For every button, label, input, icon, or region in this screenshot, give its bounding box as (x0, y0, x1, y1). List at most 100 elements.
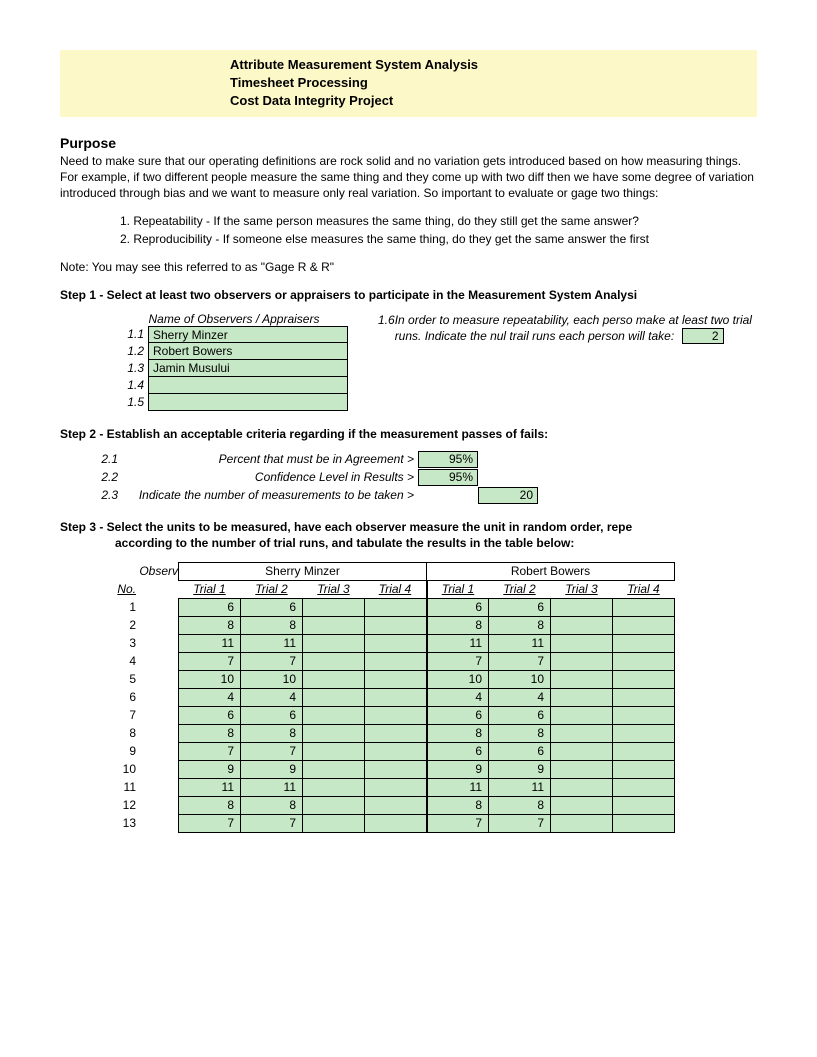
result-cell[interactable] (365, 796, 427, 814)
result-cell[interactable]: 6 (489, 706, 551, 724)
result-cell[interactable] (365, 742, 427, 760)
result-cell[interactable]: 6 (489, 598, 551, 616)
result-cell[interactable] (613, 670, 675, 688)
result-cell[interactable]: 7 (427, 652, 489, 670)
result-cell[interactable] (303, 814, 365, 832)
result-cell[interactable] (613, 706, 675, 724)
result-cell[interactable] (551, 652, 613, 670)
result-cell[interactable]: 7 (179, 814, 241, 832)
result-cell[interactable]: 11 (179, 778, 241, 796)
result-cell[interactable] (365, 778, 427, 796)
crit-1-input[interactable]: 95% (418, 451, 478, 468)
result-cell[interactable] (613, 814, 675, 832)
result-cell[interactable] (551, 670, 613, 688)
observer-name-input[interactable] (148, 394, 348, 411)
result-cell[interactable] (365, 688, 427, 706)
result-cell[interactable] (303, 760, 365, 778)
result-cell[interactable]: 6 (427, 598, 489, 616)
result-cell[interactable] (613, 652, 675, 670)
result-cell[interactable] (551, 616, 613, 634)
result-cell[interactable]: 9 (179, 760, 241, 778)
result-cell[interactable]: 8 (179, 724, 241, 742)
result-cell[interactable]: 6 (427, 706, 489, 724)
result-cell[interactable]: 8 (489, 724, 551, 742)
result-cell[interactable] (303, 742, 365, 760)
result-cell[interactable]: 6 (241, 706, 303, 724)
crit-2-input[interactable]: 95% (418, 469, 478, 486)
observer-name-input[interactable]: Jamin Musului (148, 360, 348, 377)
result-cell[interactable]: 9 (241, 760, 303, 778)
result-cell[interactable]: 10 (427, 670, 489, 688)
result-cell[interactable] (551, 778, 613, 796)
result-cell[interactable] (303, 634, 365, 652)
result-cell[interactable] (613, 778, 675, 796)
result-cell[interactable] (303, 670, 365, 688)
result-cell[interactable]: 4 (489, 688, 551, 706)
result-cell[interactable]: 7 (427, 814, 489, 832)
result-cell[interactable]: 7 (489, 814, 551, 832)
result-cell[interactable] (613, 724, 675, 742)
result-cell[interactable] (303, 778, 365, 796)
result-cell[interactable] (303, 598, 365, 616)
result-cell[interactable]: 11 (179, 634, 241, 652)
result-cell[interactable] (303, 616, 365, 634)
result-cell[interactable]: 11 (427, 778, 489, 796)
result-cell[interactable]: 8 (427, 724, 489, 742)
result-cell[interactable]: 10 (179, 670, 241, 688)
result-cell[interactable] (365, 814, 427, 832)
result-cell[interactable] (551, 706, 613, 724)
result-cell[interactable]: 11 (241, 778, 303, 796)
result-cell[interactable]: 7 (179, 652, 241, 670)
result-cell[interactable] (303, 652, 365, 670)
result-cell[interactable]: 7 (241, 652, 303, 670)
result-cell[interactable]: 8 (489, 796, 551, 814)
result-cell[interactable]: 11 (241, 634, 303, 652)
observer-name-input[interactable] (148, 377, 348, 394)
result-cell[interactable]: 8 (241, 724, 303, 742)
result-cell[interactable] (551, 796, 613, 814)
result-cell[interactable]: 6 (489, 742, 551, 760)
result-cell[interactable] (551, 724, 613, 742)
result-cell[interactable]: 8 (427, 796, 489, 814)
result-cell[interactable]: 11 (489, 778, 551, 796)
result-cell[interactable] (551, 688, 613, 706)
result-cell[interactable] (303, 688, 365, 706)
result-cell[interactable]: 8 (179, 796, 241, 814)
result-cell[interactable] (365, 760, 427, 778)
result-cell[interactable]: 7 (241, 742, 303, 760)
result-cell[interactable]: 10 (241, 670, 303, 688)
result-cell[interactable] (551, 760, 613, 778)
result-cell[interactable]: 8 (179, 616, 241, 634)
result-cell[interactable] (613, 796, 675, 814)
result-cell[interactable] (613, 598, 675, 616)
result-cell[interactable]: 6 (179, 706, 241, 724)
result-cell[interactable] (613, 634, 675, 652)
result-cell[interactable]: 6 (427, 742, 489, 760)
result-cell[interactable]: 6 (179, 598, 241, 616)
result-cell[interactable]: 9 (489, 760, 551, 778)
crit-3-input[interactable]: 20 (478, 487, 538, 504)
observer-name-input[interactable]: Robert Bowers (148, 343, 348, 360)
result-cell[interactable] (613, 616, 675, 634)
result-cell[interactable]: 6 (241, 598, 303, 616)
result-cell[interactable] (365, 706, 427, 724)
result-cell[interactable] (613, 742, 675, 760)
result-cell[interactable]: 7 (489, 652, 551, 670)
result-cell[interactable] (613, 688, 675, 706)
observer-name-input[interactable]: Sherry Minzer (148, 326, 348, 343)
result-cell[interactable]: 11 (427, 634, 489, 652)
result-cell[interactable]: 7 (179, 742, 241, 760)
result-cell[interactable]: 8 (489, 616, 551, 634)
result-cell[interactable]: 9 (427, 760, 489, 778)
result-cell[interactable] (365, 724, 427, 742)
result-cell[interactable] (303, 724, 365, 742)
result-cell[interactable] (365, 652, 427, 670)
result-cell[interactable]: 4 (241, 688, 303, 706)
result-cell[interactable]: 10 (489, 670, 551, 688)
trial-runs-input[interactable]: 2 (682, 328, 724, 344)
result-cell[interactable]: 8 (241, 616, 303, 634)
result-cell[interactable] (365, 598, 427, 616)
result-cell[interactable]: 8 (241, 796, 303, 814)
result-cell[interactable] (551, 742, 613, 760)
result-cell[interactable] (613, 760, 675, 778)
